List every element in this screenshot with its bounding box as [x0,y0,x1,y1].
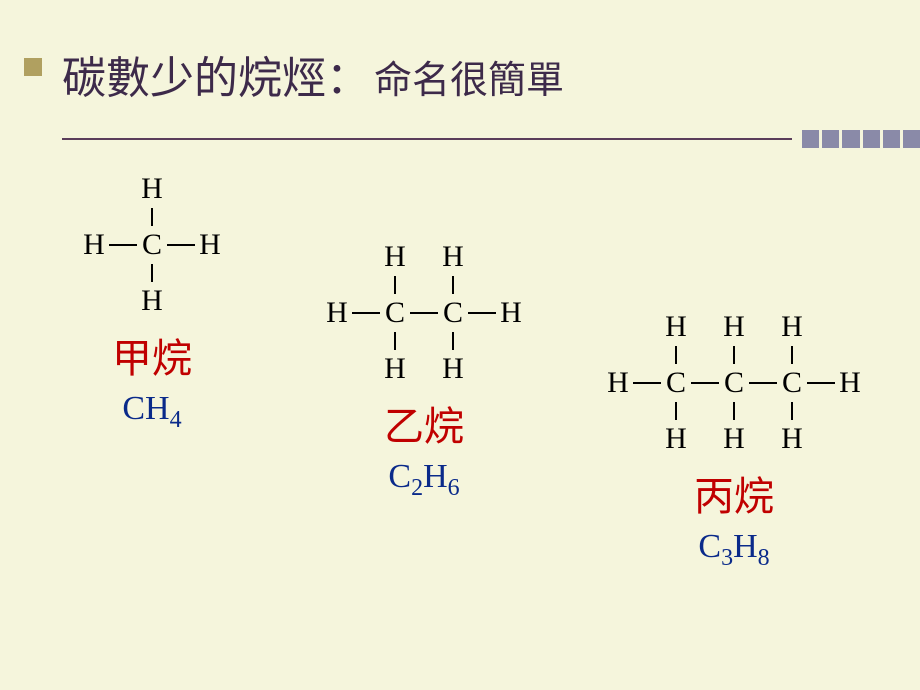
slide-title: 碳數少的烷烴： 命名很簡單 [0,0,920,106]
atom-c: C [661,366,691,400]
molecule-methane: H H C H H 甲烷 CH4 [52,172,252,434]
atom-h: H [603,366,633,400]
bond-vertical [452,332,454,350]
molecule-ethane: H H H C C H H H 乙烷 C2H6 [284,240,564,502]
bond-horizontal [167,244,195,246]
atom-h: H [438,240,468,274]
atom-h: H [380,240,410,274]
atom-h: H [835,366,865,400]
atom-h: H [777,422,807,456]
bond-vertical [791,346,793,364]
atom-c: C [719,366,749,400]
atom-c: C [380,296,410,330]
atom-h: H [380,352,410,386]
divider-line [62,138,792,140]
bond-vertical [394,276,396,294]
molecule-propane: H H H H C C C H H H H 丙烷 C3H8 [564,310,904,572]
bond-horizontal [468,312,496,314]
atom-c: C [137,228,167,262]
divider-accent [802,130,920,148]
atom-h: H [438,352,468,386]
bond-horizontal [109,244,137,246]
title-sub: 命名很簡單 [374,60,564,102]
atom-h: H [79,228,109,262]
molecule-formula: C2H6 [284,458,564,502]
atom-h: H [777,310,807,344]
molecule-name: 甲烷 [52,326,252,384]
bond-vertical [151,264,153,282]
bond-horizontal [633,382,661,384]
molecule-formula: CH4 [52,390,252,434]
atom-h: H [661,310,691,344]
bond-vertical [791,402,793,420]
atom-h: H [661,422,691,456]
slide-bullet [24,58,42,76]
atom-c: C [777,366,807,400]
bond-vertical [733,346,735,364]
bond-horizontal [749,382,777,384]
bond-vertical [394,332,396,350]
bond-horizontal [410,312,438,314]
molecule-name: 乙烷 [284,394,564,452]
bond-horizontal [807,382,835,384]
bond-vertical [733,402,735,420]
atom-h: H [137,172,167,206]
atom-h: H [496,296,526,330]
molecule-formula: C3H8 [564,528,904,572]
title-main: 碳數少的烷烴： [62,54,370,103]
bond-horizontal [691,382,719,384]
atom-h: H [195,228,225,262]
atom-h: H [137,284,167,318]
atom-c: C [438,296,468,330]
atom-h: H [719,310,749,344]
molecule-name: 丙烷 [564,464,904,522]
bond-horizontal [352,312,380,314]
atom-h: H [322,296,352,330]
atom-h: H [719,422,749,456]
title-divider [62,130,920,148]
bond-vertical [151,208,153,226]
bond-vertical [452,276,454,294]
bond-vertical [675,402,677,420]
bond-vertical [675,346,677,364]
